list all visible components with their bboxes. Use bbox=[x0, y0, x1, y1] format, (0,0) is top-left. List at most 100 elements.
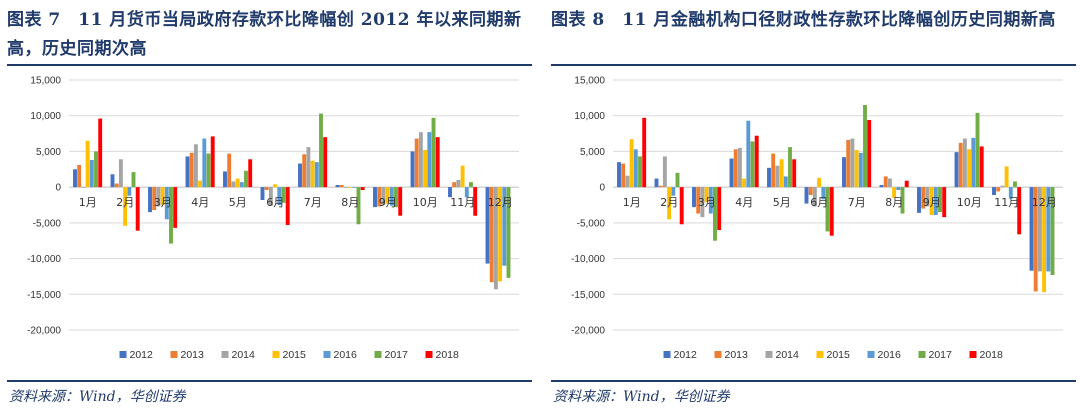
legend-swatch bbox=[867, 351, 875, 358]
bar-2012 bbox=[298, 163, 302, 188]
bar-2015 bbox=[498, 187, 503, 282]
bar-2015 bbox=[423, 150, 428, 188]
legend-swatch bbox=[221, 351, 229, 358]
y-tick-label: 5,000 bbox=[36, 147, 61, 158]
bar-2018 bbox=[1017, 187, 1022, 235]
bar-2017 bbox=[825, 187, 830, 232]
bar-2014 bbox=[625, 175, 630, 188]
bar-2018 bbox=[248, 159, 253, 188]
bar-2014 bbox=[381, 187, 386, 205]
bar-2015 bbox=[123, 187, 128, 226]
left-source-note: 资料来源：Wind，华创证券 bbox=[9, 389, 186, 405]
bar-2017 bbox=[394, 187, 398, 208]
bar-2016 bbox=[89, 160, 94, 188]
bar-2012 bbox=[1029, 187, 1034, 271]
legend-label: 2016 bbox=[878, 349, 902, 361]
legend-label: 2015 bbox=[283, 349, 307, 361]
category-label: 11月 bbox=[450, 196, 475, 209]
legend-swatch bbox=[170, 351, 178, 358]
bar-2017 bbox=[750, 141, 755, 188]
bar-2016 bbox=[164, 187, 169, 220]
category-label: 12月 bbox=[488, 196, 513, 209]
category-label: 2月 bbox=[116, 196, 134, 209]
y-tick-label: 15,000 bbox=[30, 76, 61, 87]
bar-2016 bbox=[1008, 187, 1013, 199]
bar-2015 bbox=[967, 149, 972, 188]
bar-2017 bbox=[1050, 187, 1055, 275]
bar-2012 bbox=[692, 187, 696, 208]
bar-2018 bbox=[360, 187, 365, 190]
left-figure-title: 图表 7 11 月货币当局政府存款环比降幅创 2012 年以来同期新高，历史同期… bbox=[7, 10, 522, 59]
bar-2012 bbox=[992, 187, 996, 195]
bar-2014 bbox=[812, 187, 817, 207]
bar-2016 bbox=[427, 132, 432, 188]
bar-2014 bbox=[962, 138, 967, 188]
category-label: 7月 bbox=[848, 196, 866, 209]
bar-2014 bbox=[156, 187, 161, 207]
bar-2014 bbox=[775, 165, 780, 188]
bar-2018 bbox=[979, 146, 984, 188]
bar-2013 bbox=[958, 142, 963, 188]
bar-2012 bbox=[654, 178, 659, 188]
bar-2013 bbox=[846, 140, 851, 188]
category-label: 4月 bbox=[191, 196, 209, 209]
bar-2015 bbox=[1004, 166, 1009, 188]
bar-2016 bbox=[502, 187, 507, 266]
bar-2013 bbox=[921, 187, 926, 209]
bar-2015 bbox=[742, 178, 747, 188]
bar-2016 bbox=[202, 138, 207, 188]
bar-2018 bbox=[792, 159, 797, 188]
y-tick-label: 0 bbox=[599, 183, 605, 194]
bar-2015 bbox=[160, 187, 165, 205]
bar-2012 bbox=[485, 187, 490, 264]
bar-2012 bbox=[373, 187, 377, 208]
y-tick-label: -15,000 bbox=[571, 290, 605, 301]
bar-2016 bbox=[127, 187, 132, 196]
bar-2015 bbox=[273, 184, 278, 188]
bar-2013 bbox=[377, 187, 382, 207]
bar-2018 bbox=[173, 187, 178, 228]
bar-2015 bbox=[198, 180, 203, 188]
bar-2012 bbox=[729, 158, 734, 188]
y-tick-label: -15,000 bbox=[27, 290, 61, 301]
bar-2016 bbox=[389, 187, 394, 206]
chart-svg: 15,000 10,000 5,000 0 -5,000 -10,000 -15,000 -2… bbox=[571, 76, 1063, 361]
bar-2013 bbox=[883, 176, 888, 188]
bar-2014 bbox=[231, 181, 236, 188]
legend-label: 2017 bbox=[385, 349, 409, 361]
category-label: 12月 bbox=[1032, 196, 1057, 209]
bar-2015 bbox=[929, 187, 934, 215]
bar-2015 bbox=[667, 187, 672, 220]
legend-swatch bbox=[272, 351, 280, 358]
bar-2018 bbox=[829, 187, 834, 236]
category-label: 8月 bbox=[885, 196, 903, 209]
bar-2012 bbox=[917, 187, 921, 213]
bar-2017 bbox=[713, 187, 717, 241]
category-label: 10月 bbox=[413, 196, 438, 209]
bar-2018 bbox=[942, 187, 947, 218]
bar-2018 bbox=[435, 137, 440, 188]
bar-2012 bbox=[148, 187, 152, 213]
bar-2013 bbox=[152, 187, 157, 210]
bar-2016 bbox=[464, 187, 469, 198]
right-bar-chart: 15,000 10,000 5,000 0 -5,000 -10,000 -15,000 -2… bbox=[551, 68, 1076, 378]
bar-2014 bbox=[850, 138, 855, 188]
left-title-rule bbox=[7, 64, 532, 66]
bar-2013 bbox=[77, 165, 82, 188]
bar-2012 bbox=[410, 151, 415, 188]
bar-2013 bbox=[808, 187, 813, 195]
bar-2017 bbox=[94, 151, 98, 188]
y-tick-label: -5,000 bbox=[577, 218, 606, 229]
bar-2015 bbox=[310, 160, 315, 188]
legend-swatch bbox=[323, 351, 331, 358]
bar-2014 bbox=[418, 132, 423, 188]
category-label: 7月 bbox=[304, 196, 322, 209]
bar-2013 bbox=[414, 138, 419, 188]
bar-2013 bbox=[452, 182, 457, 188]
legend-label: 2018 bbox=[436, 349, 460, 361]
bar-2014 bbox=[306, 147, 311, 188]
bar-2018 bbox=[210, 136, 215, 188]
bar-2017 bbox=[469, 182, 473, 188]
bar-2015 bbox=[854, 150, 859, 188]
bar-2017 bbox=[169, 187, 173, 244]
